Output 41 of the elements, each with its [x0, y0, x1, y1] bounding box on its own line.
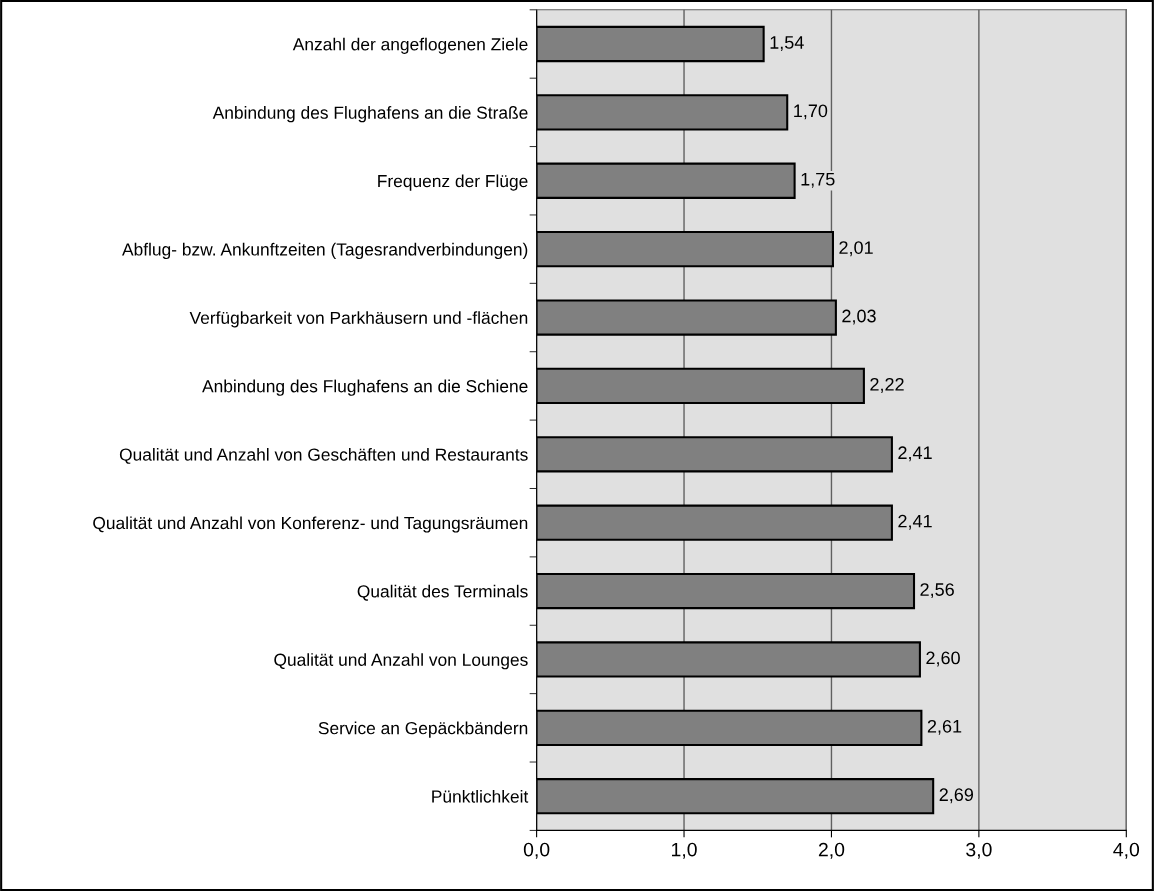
- x-tick-label: 1,0: [672, 842, 697, 859]
- bar: [536, 231, 834, 268]
- bar: [536, 778, 935, 815]
- data-label: 1,54: [770, 36, 804, 51]
- bar: [536, 299, 837, 336]
- bar: [536, 367, 865, 405]
- bar: [536, 436, 893, 473]
- y-tick-label: Anzahl der angeflogenen Ziele: [292, 37, 528, 54]
- data-label: 2,41: [898, 514, 932, 530]
- bar: [536, 25, 765, 63]
- bar: [536, 641, 921, 678]
- bar: [536, 709, 923, 746]
- data-label: 2,61: [927, 719, 962, 735]
- data-label: 2,01: [839, 241, 873, 257]
- y-tick-label: Frequenz der Flüge: [378, 174, 528, 191]
- y-tick-label: Verfügbarkeit von Parkhäusern und -flächen: [189, 311, 528, 328]
- y-tick-label: Anbindung des Flughafens an die Schiene: [202, 379, 528, 396]
- y-tick-label: Abflug- bzw. Ankunftzeiten (Tagesrandverbindungen): [122, 242, 528, 260]
- x-tick-label: 3,0: [966, 842, 992, 859]
- x-tick-label: 2,0: [818, 842, 845, 859]
- bar: [536, 504, 893, 541]
- data-label: 2,03: [842, 309, 876, 325]
- data-label: 2,60: [926, 651, 960, 667]
- data-label: 2,22: [870, 377, 904, 393]
- y-tick-label: Pünktlichkeit: [432, 789, 529, 803]
- y-tick-label: Qualität des Terminals: [357, 584, 528, 601]
- x-tick-label: 4,0: [1113, 842, 1140, 859]
- data-label: 2,41: [898, 446, 932, 462]
- x-tick-label: 0,0: [523, 842, 550, 859]
- data-label: 1,70: [794, 104, 828, 120]
- bar: [536, 162, 796, 199]
- y-tick-label: Qualität und Anzahl von Geschäften und Restaurants: [119, 448, 528, 464]
- data-label: 1,75: [801, 173, 835, 188]
- data-label: 2,69: [939, 788, 974, 804]
- bar: [536, 572, 916, 610]
- y-tick-label: Qualität und Anzahl von Konferenz- und Tagungsräumen: [93, 516, 528, 533]
- bar: [536, 94, 789, 131]
- data-label: 2,56: [920, 583, 954, 599]
- y-tick-label: Qualität und Anzahl von Lounges: [274, 653, 528, 670]
- y-tick-label: Anbindung des Flughafens an die Straße: [212, 106, 528, 123]
- y-tick-label: Service an Gepäckbändern: [318, 721, 528, 738]
